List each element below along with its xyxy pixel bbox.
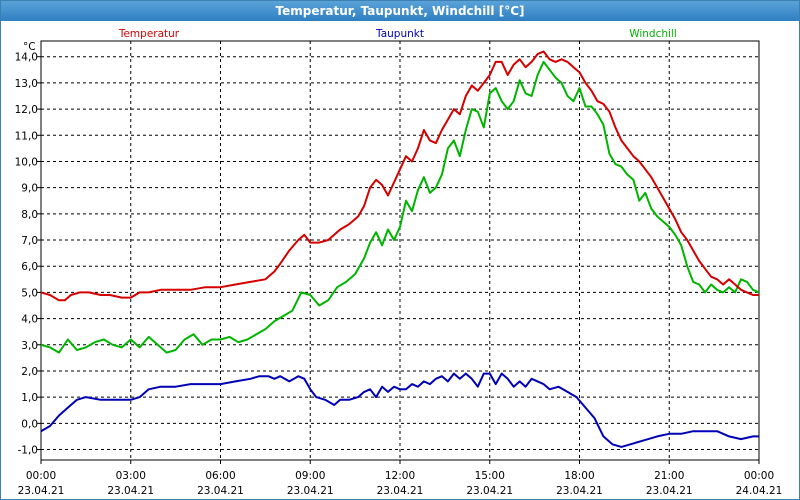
x-tick-date-label: 23.04.21 — [197, 485, 244, 497]
series-line-windchill — [40, 60, 760, 354]
x-tick-time-label: 21:00 — [654, 470, 684, 482]
x-tick-time-label: 00:00 — [26, 470, 56, 482]
y-tick-label: -1,0 — [18, 445, 39, 457]
grid-layer — [41, 41, 759, 460]
legend-entry-temperatur: Temperatur — [118, 28, 180, 40]
y-tick-label: 8,0 — [21, 209, 38, 221]
x-tick-time-label: 15:00 — [475, 470, 505, 482]
y-tick-label: 0,0 — [21, 418, 38, 430]
x-tick-time-label: 06:00 — [205, 470, 235, 482]
x-tick-date-label: 23.04.21 — [466, 485, 513, 497]
tick-layer: -1,0 0,0 1,0 2,0 3,0 4,0 5,0 6,0 7,0 8,0 9,0 10,0 11… — [15, 52, 783, 497]
x-tick-date-label: 23.04.21 — [287, 485, 334, 497]
legend-entry-windchill: Windchill — [629, 28, 677, 40]
x-tick-date-label: 23.04.21 — [646, 485, 693, 497]
y-tick-label: 3,0 — [21, 340, 38, 352]
x-tick-date-label: 23.04.21 — [377, 485, 424, 497]
series-layer — [40, 50, 760, 448]
x-tick-time-label: 18:00 — [564, 470, 594, 482]
series-line-temperatur — [40, 50, 759, 302]
legend-entry-taupunkt: Taupunkt — [375, 28, 424, 40]
y-tick-label: 14,0 — [15, 52, 38, 64]
x-tick-time-label: 09:00 — [295, 470, 325, 482]
x-tick-date-label: 23.04.21 — [556, 485, 603, 497]
x-tick-time-label: 00:00 — [744, 470, 774, 482]
legend-layer: Temperatur Taupunkt Windchill — [118, 28, 677, 40]
y-tick-label: 2,0 — [21, 366, 38, 378]
line-chart: -1,0 0,0 1,0 2,0 3,0 4,0 5,0 6,0 7,0 8,0 9,0 10,0 11… — [15, 28, 783, 497]
x-tick-time-label: 03:00 — [116, 470, 146, 482]
y-tick-label: 11,0 — [15, 130, 38, 142]
x-tick-date-label: 24.04.21 — [736, 485, 783, 497]
y-tick-label: 9,0 — [21, 183, 38, 195]
series-line-taupunkt — [40, 372, 759, 448]
y-tick-label: 6,0 — [21, 261, 38, 273]
y-tick-label: 1,0 — [21, 392, 38, 404]
window-title: Temperatur, Taupunkt, Windchill [°C] — [1, 1, 799, 21]
y-tick-label: 7,0 — [21, 235, 38, 247]
y-tick-label: 13,0 — [15, 78, 38, 90]
x-tick-date-label: 23.04.21 — [107, 485, 154, 497]
y-tick-label: 12,0 — [15, 104, 38, 116]
y-tick-label: 4,0 — [21, 314, 38, 326]
y-tick-label: 5,0 — [21, 287, 38, 299]
y-tick-label: 10,0 — [15, 156, 38, 168]
x-tick-date-label: 23.04.21 — [18, 485, 65, 497]
y-unit-label: °C — [23, 41, 36, 53]
x-tick-time-label: 12:00 — [385, 470, 415, 482]
